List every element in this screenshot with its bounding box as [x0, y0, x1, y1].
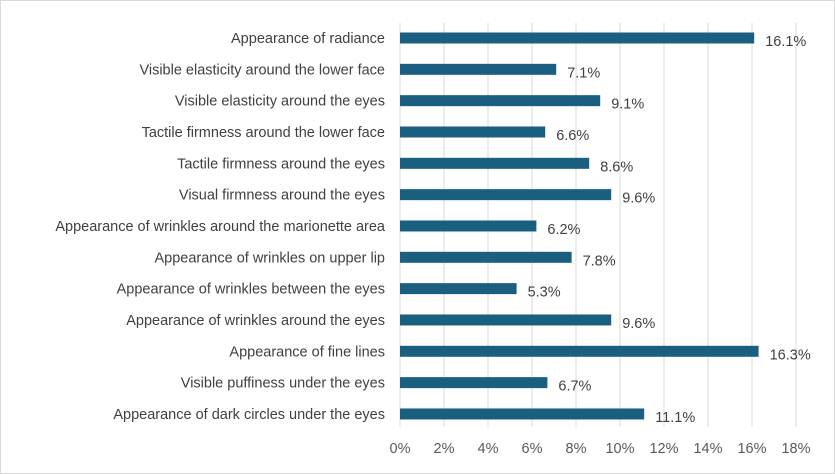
category-label: Tactile firmness around the eyes	[177, 156, 385, 172]
category-label: Appearance of wrinkles between the eyes	[117, 282, 385, 298]
bar	[400, 63, 557, 75]
data-label: 6.2%	[547, 222, 580, 238]
category-label: Appearance of fine lines	[229, 344, 385, 360]
data-label: 11.1%	[655, 410, 695, 426]
data-label: 9.6%	[622, 316, 655, 332]
bar	[400, 32, 755, 44]
data-label: 9.6%	[622, 191, 655, 207]
bar	[400, 126, 546, 138]
category-label: Appearance of wrinkles around the eyes	[126, 313, 385, 329]
category-label: Visible elasticity around the eyes	[175, 94, 385, 110]
category-label: Appearance of dark circles under the eye…	[113, 407, 385, 423]
data-label: 5.3%	[528, 285, 561, 301]
bar	[400, 345, 759, 357]
bar	[400, 377, 548, 389]
x-tick-label: 8%	[566, 441, 587, 457]
bar	[400, 408, 645, 420]
x-tick-label: 18%	[781, 441, 810, 457]
x-tick-label: 16%	[737, 441, 766, 457]
x-tick-label: 14%	[693, 441, 722, 457]
x-axis-tick-labels: 0% 2% 4% 6% 8% 10% 12% 14% 16% 18%	[390, 441, 811, 457]
value-labels: 16.1% 7.1% 9.1% 6.6% 8.6% 9.6% 6.2%7.8% 5.3% 9.6…	[528, 34, 811, 426]
bar	[400, 189, 612, 201]
data-label: 16.1%	[765, 34, 806, 50]
bar	[400, 157, 590, 169]
data-label: 6.7%	[558, 379, 591, 395]
data-label: 7.8%	[583, 253, 616, 269]
category-label: Appearance of wrinkles on upper lip	[154, 250, 385, 266]
gridlines	[399, 23, 797, 427]
bar	[400, 251, 572, 263]
x-tick-label: 0%	[390, 441, 411, 457]
bar	[400, 314, 612, 326]
category-labels: Appearance of radiance Visible elasticity…	[55, 31, 386, 423]
category-label: Tactile firmness around the lower face	[142, 125, 385, 141]
category-label: Visible elasticity around the lower face	[139, 62, 385, 78]
data-label: 9.1%	[611, 97, 644, 113]
data-label: 7.1%	[567, 65, 600, 81]
x-tick-label: 6%	[522, 441, 543, 457]
bar	[400, 220, 537, 232]
data-label: 16.3%	[770, 347, 811, 363]
x-tick-label: 10%	[605, 441, 634, 457]
category-label: Appearance of radiance	[231, 31, 385, 47]
category-label: Visible puffiness under the eyes	[181, 376, 385, 392]
x-tick-label: 2%	[434, 441, 455, 457]
bar	[400, 95, 601, 107]
data-label: 6.6%	[556, 128, 589, 144]
data-label: 8.6%	[600, 159, 633, 175]
x-tick-label: 12%	[649, 441, 678, 457]
bars	[400, 32, 759, 420]
bar	[400, 283, 517, 295]
category-label: Appearance of wrinkles around the marion…	[55, 219, 386, 235]
category-label: Visual firmness around the eyes	[179, 188, 385, 204]
x-tick-label: 4%	[478, 441, 499, 457]
